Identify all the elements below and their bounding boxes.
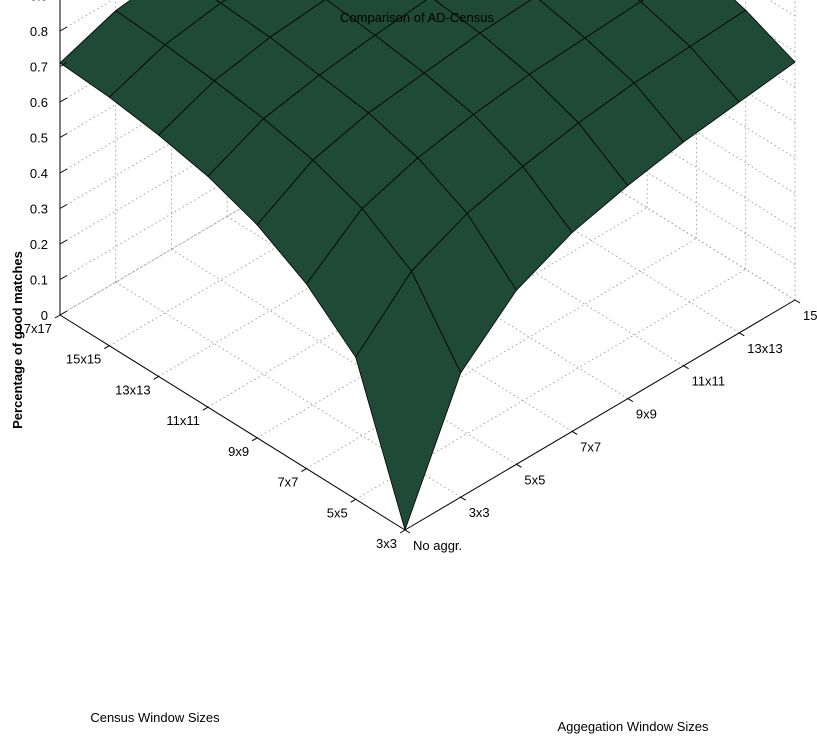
z-tick-mark xyxy=(59,168,68,174)
chart-title: Comparison of AD-Census xyxy=(340,10,494,25)
z-tick-label: 0.7 xyxy=(30,60,48,75)
z-tick-label: 0.2 xyxy=(30,237,48,252)
y-tick-label: 15x15 xyxy=(66,352,101,367)
surface-layer xyxy=(59,0,796,531)
x-tick-mark xyxy=(739,332,745,337)
floor-grid-line xyxy=(171,248,517,465)
y-tick-mark xyxy=(251,437,258,442)
x-tick-label: 7x7 xyxy=(580,439,601,454)
z-tick-mark xyxy=(59,133,68,138)
z-tick-label: 0.6 xyxy=(30,95,48,110)
y-tick-label: 9x9 xyxy=(228,444,249,459)
surface-patch xyxy=(215,0,227,4)
z-tick-label: 0.5 xyxy=(30,131,48,146)
y-tick-mark xyxy=(153,375,159,380)
z-tick-mark xyxy=(59,275,68,280)
x-tick-mark xyxy=(794,299,801,304)
tick-layer: 00.10.20.30.40.50.60.70.80.913x35x57x79x… xyxy=(17,0,817,553)
surface-patch xyxy=(355,270,462,531)
x-tick-mark xyxy=(460,496,466,501)
y-tick-label: 17x17 xyxy=(17,321,52,336)
x-tick-label: 9x9 xyxy=(636,407,657,422)
z-tick-mark xyxy=(59,97,68,103)
x-tick-label: 11x11 xyxy=(692,374,726,389)
y-tick-mark xyxy=(301,468,307,473)
x-axis-label: Aggegation Window Sizes xyxy=(557,719,709,734)
z-tick-label: 0.9 xyxy=(30,0,48,4)
x-tick-mark xyxy=(516,463,522,468)
y-tick-label: 11x11 xyxy=(166,413,200,428)
z-tick-label: 0 xyxy=(41,308,48,323)
x-tick-label: 15x15 xyxy=(803,308,817,323)
x-tick-mark xyxy=(571,430,578,435)
z-tick-label: 0.8 xyxy=(30,24,48,39)
z-tick-label: 0.1 xyxy=(30,273,48,288)
y-tick-label: 13x13 xyxy=(115,382,150,397)
x-tick-label: 13x13 xyxy=(747,341,782,356)
x-tick-mark xyxy=(404,529,411,534)
axis-line xyxy=(59,314,406,531)
y-tick-mark xyxy=(202,406,209,411)
y-tick-mark xyxy=(350,498,356,503)
wall-grid-line xyxy=(59,48,796,280)
z-tick-mark xyxy=(59,62,68,67)
z-axis-label: Percentage of good matches xyxy=(10,251,25,429)
y-tick-label: 7x7 xyxy=(277,475,298,490)
y-tick-mark xyxy=(104,345,110,350)
y-tick-label: 3x3 xyxy=(376,536,397,551)
axis-line xyxy=(404,299,796,531)
z-tick-mark xyxy=(59,204,68,209)
y-tick-label: 5x5 xyxy=(327,505,348,520)
x-tick-mark xyxy=(627,398,634,403)
x-tick-label: 3x3 xyxy=(469,505,490,520)
wall-grid-line xyxy=(59,13,796,245)
wall-grid-line xyxy=(59,84,796,316)
z-tick-mark xyxy=(59,26,68,32)
y-tick-mark xyxy=(54,314,61,319)
floor-grid-line xyxy=(355,268,746,500)
x-tick-mark xyxy=(683,365,689,370)
z-tick-mark xyxy=(59,310,68,316)
z-tick-mark xyxy=(59,239,68,245)
y-axis-label: Census Window Sizes xyxy=(90,710,220,725)
y-tick-mark xyxy=(399,529,406,534)
floor-grid-line xyxy=(306,238,697,469)
z-tick-label: 0.4 xyxy=(30,166,48,181)
x-tick-label: 5x5 xyxy=(524,472,545,487)
x-tick-label: No aggr. xyxy=(413,538,462,553)
z-tick-label: 0.3 xyxy=(30,202,48,217)
